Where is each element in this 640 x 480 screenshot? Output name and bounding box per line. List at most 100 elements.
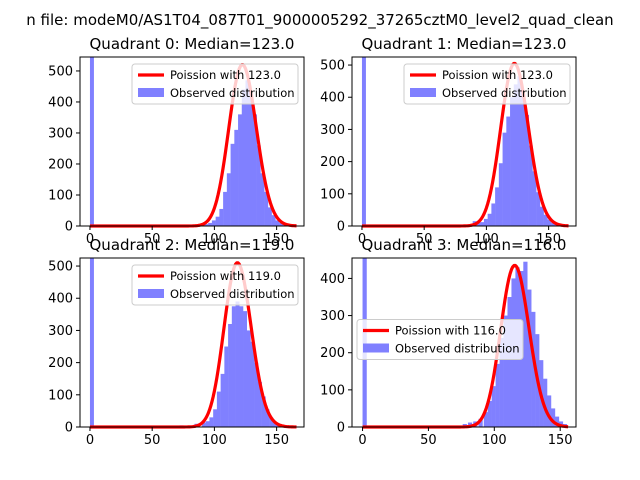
quadrant-2-panel: Quadrant 2: Median=119.0 0 50 100 150 0 100 200… bbox=[48, 236, 305, 448]
legend-observed-label: Observed distribution bbox=[395, 342, 520, 356]
x-tick-label: 50 bbox=[144, 232, 161, 247]
histogram-bar bbox=[487, 401, 492, 427]
y-tick-label: 500 bbox=[48, 64, 73, 79]
y-tick-label: 300 bbox=[320, 309, 345, 324]
histogram-bar bbox=[261, 396, 266, 427]
histogram-bar bbox=[267, 207, 272, 226]
y-tick-label: 100 bbox=[320, 187, 345, 202]
histogram-bar bbox=[491, 386, 496, 427]
histogram-bar bbox=[550, 408, 556, 427]
x-tick-label: 100 bbox=[202, 433, 227, 448]
x-tick-label: 150 bbox=[264, 232, 289, 247]
x-tick-label: 50 bbox=[416, 232, 433, 247]
y-tick-label: 0 bbox=[65, 421, 73, 436]
legend-box bbox=[356, 319, 524, 360]
histogram-bar bbox=[211, 220, 216, 226]
legend-observed-swatch bbox=[410, 88, 436, 97]
legend-box bbox=[131, 264, 299, 306]
histogram-bar bbox=[252, 114, 257, 226]
legend-observed-label: Observed distribution bbox=[170, 287, 295, 301]
histogram-bar bbox=[551, 222, 556, 226]
histogram-bar bbox=[532, 171, 537, 226]
histogram-bar bbox=[523, 261, 528, 427]
histogram-bar bbox=[478, 418, 483, 427]
y-tick-label: 100 bbox=[320, 383, 345, 398]
x-tick-label: 150 bbox=[264, 433, 289, 448]
histogram-bar bbox=[531, 311, 536, 427]
histogram-bar bbox=[507, 297, 512, 427]
x-tick-label: 0 bbox=[358, 232, 366, 247]
legend-observed-swatch bbox=[363, 343, 389, 353]
histogram-bar bbox=[543, 214, 548, 226]
histogram-bar bbox=[224, 346, 229, 427]
histogram-bar bbox=[521, 94, 526, 227]
histogram-bar bbox=[528, 145, 533, 226]
x-tick-label: 0 bbox=[358, 433, 366, 448]
quadrant-2-legend: Poission with 119.0 Observed distribution bbox=[131, 264, 299, 306]
y-tick-label: 0 bbox=[337, 220, 345, 235]
histogram-bar bbox=[239, 306, 244, 427]
histogram-bar bbox=[483, 218, 488, 226]
axes-frame bbox=[351, 56, 577, 227]
legend-observed-label: Observed distribution bbox=[170, 86, 295, 100]
y-tick-label: 400 bbox=[48, 95, 73, 110]
histogram-bar bbox=[510, 97, 515, 226]
histogram-bar bbox=[554, 416, 560, 427]
histogram-bar bbox=[272, 422, 277, 427]
histogram-bar bbox=[271, 215, 276, 226]
histogram-bar bbox=[279, 222, 284, 226]
histogram-bar bbox=[264, 191, 269, 226]
histogram-bar bbox=[547, 219, 552, 226]
x-tick-label: 100 bbox=[482, 433, 507, 448]
histogram-bar bbox=[502, 132, 507, 226]
histogram-bar bbox=[223, 191, 228, 226]
axes-frame bbox=[79, 257, 305, 428]
legend-observed-swatch bbox=[138, 289, 164, 298]
histogram-bar bbox=[524, 114, 529, 226]
histogram-bar bbox=[216, 391, 221, 427]
y-tick-label: 200 bbox=[48, 356, 73, 371]
histogram-bar bbox=[499, 337, 504, 427]
histogram-bar bbox=[89, 258, 94, 427]
y-tick-label: 0 bbox=[337, 421, 345, 436]
histogram-bar bbox=[208, 222, 213, 226]
y-tick-label: 400 bbox=[48, 292, 73, 307]
figure-suptitle: n file: modeM0/AS1T04_087T01_9000005292_… bbox=[26, 11, 613, 30]
histogram-bar bbox=[228, 323, 233, 427]
quadrant-3-panel: Quadrant 3: Median=116.0 0 50 100 150 0 100 200… bbox=[320, 236, 577, 448]
histogram-bar bbox=[238, 114, 243, 226]
histogram-bar bbox=[204, 224, 209, 226]
y-tick-label: 200 bbox=[320, 346, 345, 361]
legend-observed-swatch bbox=[138, 88, 164, 97]
histogram-bar bbox=[483, 412, 488, 427]
axes-frame bbox=[351, 257, 577, 428]
histogram-bar bbox=[209, 417, 214, 427]
histogram-bar bbox=[527, 289, 532, 427]
histogram-bar bbox=[234, 129, 239, 226]
x-tick-label: 50 bbox=[144, 433, 161, 448]
histogram-bar bbox=[269, 417, 274, 427]
histogram-bar bbox=[513, 84, 518, 226]
histogram-bar bbox=[506, 116, 511, 226]
x-tick-label: 150 bbox=[536, 232, 561, 247]
histogram-bar bbox=[219, 208, 224, 226]
histogram-bar bbox=[539, 206, 544, 226]
y-tick-label: 300 bbox=[48, 324, 73, 339]
legend-poisson-label: Poission with 116.0 bbox=[395, 324, 506, 338]
histogram-bar bbox=[480, 222, 485, 226]
histogram-bar bbox=[543, 378, 548, 427]
histogram-bar bbox=[205, 421, 210, 427]
histogram-bar bbox=[241, 89, 246, 226]
x-tick-label: 100 bbox=[474, 232, 499, 247]
histogram-bar bbox=[275, 220, 280, 226]
histogram-bar bbox=[257, 381, 262, 427]
x-tick-label: 0 bbox=[86, 433, 94, 448]
histogram-bar bbox=[487, 213, 492, 226]
y-tick-label: 400 bbox=[320, 91, 345, 106]
histogram-bar bbox=[220, 373, 225, 427]
legend-poisson-label: Poission with 123.0 bbox=[442, 68, 553, 82]
quadrant-0-panel: Quadrant 0: Median=123.0 0 50 100 150 0 100 200… bbox=[48, 35, 305, 247]
y-tick-label: 500 bbox=[320, 59, 345, 74]
histogram-bar bbox=[215, 216, 220, 226]
y-tick-label: 500 bbox=[48, 260, 73, 275]
